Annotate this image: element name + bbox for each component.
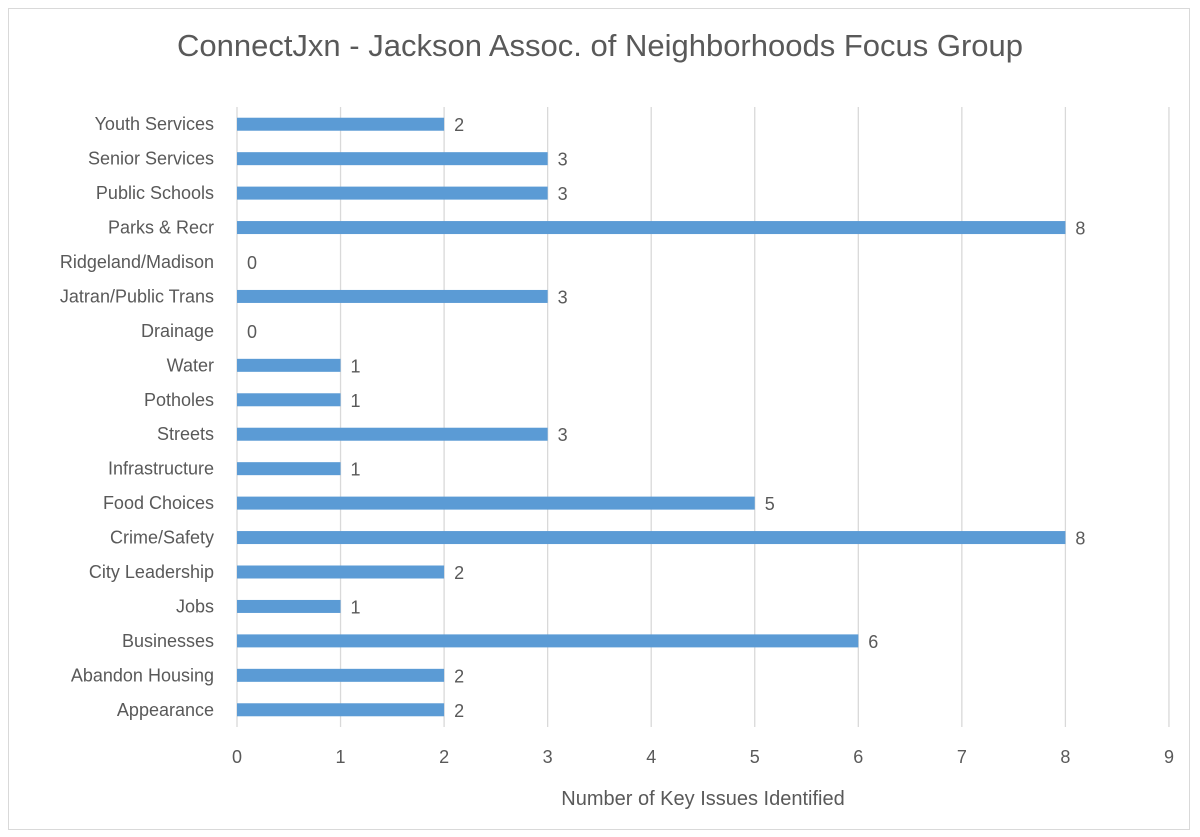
data-label: 1	[351, 356, 361, 376]
data-label: 8	[1075, 219, 1085, 239]
category-label: Water	[167, 355, 214, 375]
data-label: 3	[558, 150, 568, 170]
bars	[237, 117, 1066, 717]
bar	[237, 358, 341, 372]
x-tick-label: 1	[336, 747, 346, 767]
x-tick-label: 0	[232, 747, 242, 767]
data-label: 1	[351, 460, 361, 480]
category-label: Youth Services	[95, 114, 214, 134]
data-label: 6	[868, 632, 878, 652]
x-axis-title: Number of Key Issues Identified	[561, 788, 844, 810]
data-label: 5	[765, 494, 775, 514]
x-tick-label: 2	[439, 747, 449, 767]
bar	[237, 565, 445, 579]
category-label: Food Choices	[103, 493, 214, 513]
bar	[237, 152, 548, 166]
category-label: Public Schools	[96, 183, 214, 203]
bar	[237, 289, 548, 303]
bar	[237, 531, 1066, 545]
category-label: Abandon Housing	[71, 665, 214, 685]
data-label: 2	[454, 666, 464, 686]
category-label: Potholes	[144, 390, 214, 410]
data-label: 1	[351, 391, 361, 411]
data-label: 2	[454, 563, 464, 583]
category-label: Parks & Recr	[108, 218, 214, 238]
bar	[237, 221, 1066, 235]
category-label: Ridgeland/Madison	[60, 252, 214, 272]
bar	[237, 393, 341, 407]
gridlines	[236, 107, 1170, 727]
data-label: 2	[454, 701, 464, 721]
data-label: 3	[558, 425, 568, 445]
category-label: Businesses	[122, 631, 214, 651]
bar	[237, 496, 755, 510]
chart-title: ConnectJxn - Jackson Assoc. of Neighborh…	[176, 28, 1024, 63]
category-label: Streets	[157, 424, 214, 444]
x-tick-label: 3	[543, 747, 553, 767]
category-label: Jatran/Public Trans	[60, 286, 214, 306]
category-label: Drainage	[141, 321, 214, 341]
data-label: 2	[454, 115, 464, 135]
bar	[237, 186, 548, 200]
category-label: Appearance	[117, 700, 214, 720]
x-tick-label: 9	[1164, 747, 1174, 767]
bar	[237, 427, 548, 441]
data-label: 8	[1075, 529, 1085, 549]
x-tick-label: 7	[957, 747, 967, 767]
data-label: 1	[351, 597, 361, 617]
data-label: 0	[247, 322, 257, 342]
x-tick-labels: 0 1 2 3 4 5 6 7 8 9	[232, 747, 1174, 767]
data-label: 0	[247, 253, 257, 273]
bar	[237, 117, 445, 131]
bar	[237, 703, 445, 717]
x-tick-label: 5	[750, 747, 760, 767]
category-labels: Youth Services Senior Services Public Scho…	[60, 114, 214, 720]
category-label: City Leadership	[89, 562, 214, 582]
category-label: Crime/Safety	[110, 528, 214, 548]
category-label: Infrastructure	[108, 459, 214, 479]
chart-frame	[8, 8, 1190, 830]
data-label: 3	[558, 287, 568, 307]
bar	[237, 668, 445, 682]
category-label: Jobs	[176, 596, 214, 616]
bar	[237, 634, 859, 648]
bar	[237, 599, 341, 613]
x-tick-label: 6	[853, 747, 863, 767]
x-tick-label: 8	[1060, 747, 1070, 767]
bar	[237, 462, 341, 476]
category-label: Senior Services	[88, 149, 214, 169]
data-labels: 2 3 3 8 0 3 0 1 1 3 1 5 8 2 1 6 2 2	[247, 115, 1085, 721]
data-label: 3	[558, 184, 568, 204]
x-tick-label: 4	[646, 747, 656, 767]
